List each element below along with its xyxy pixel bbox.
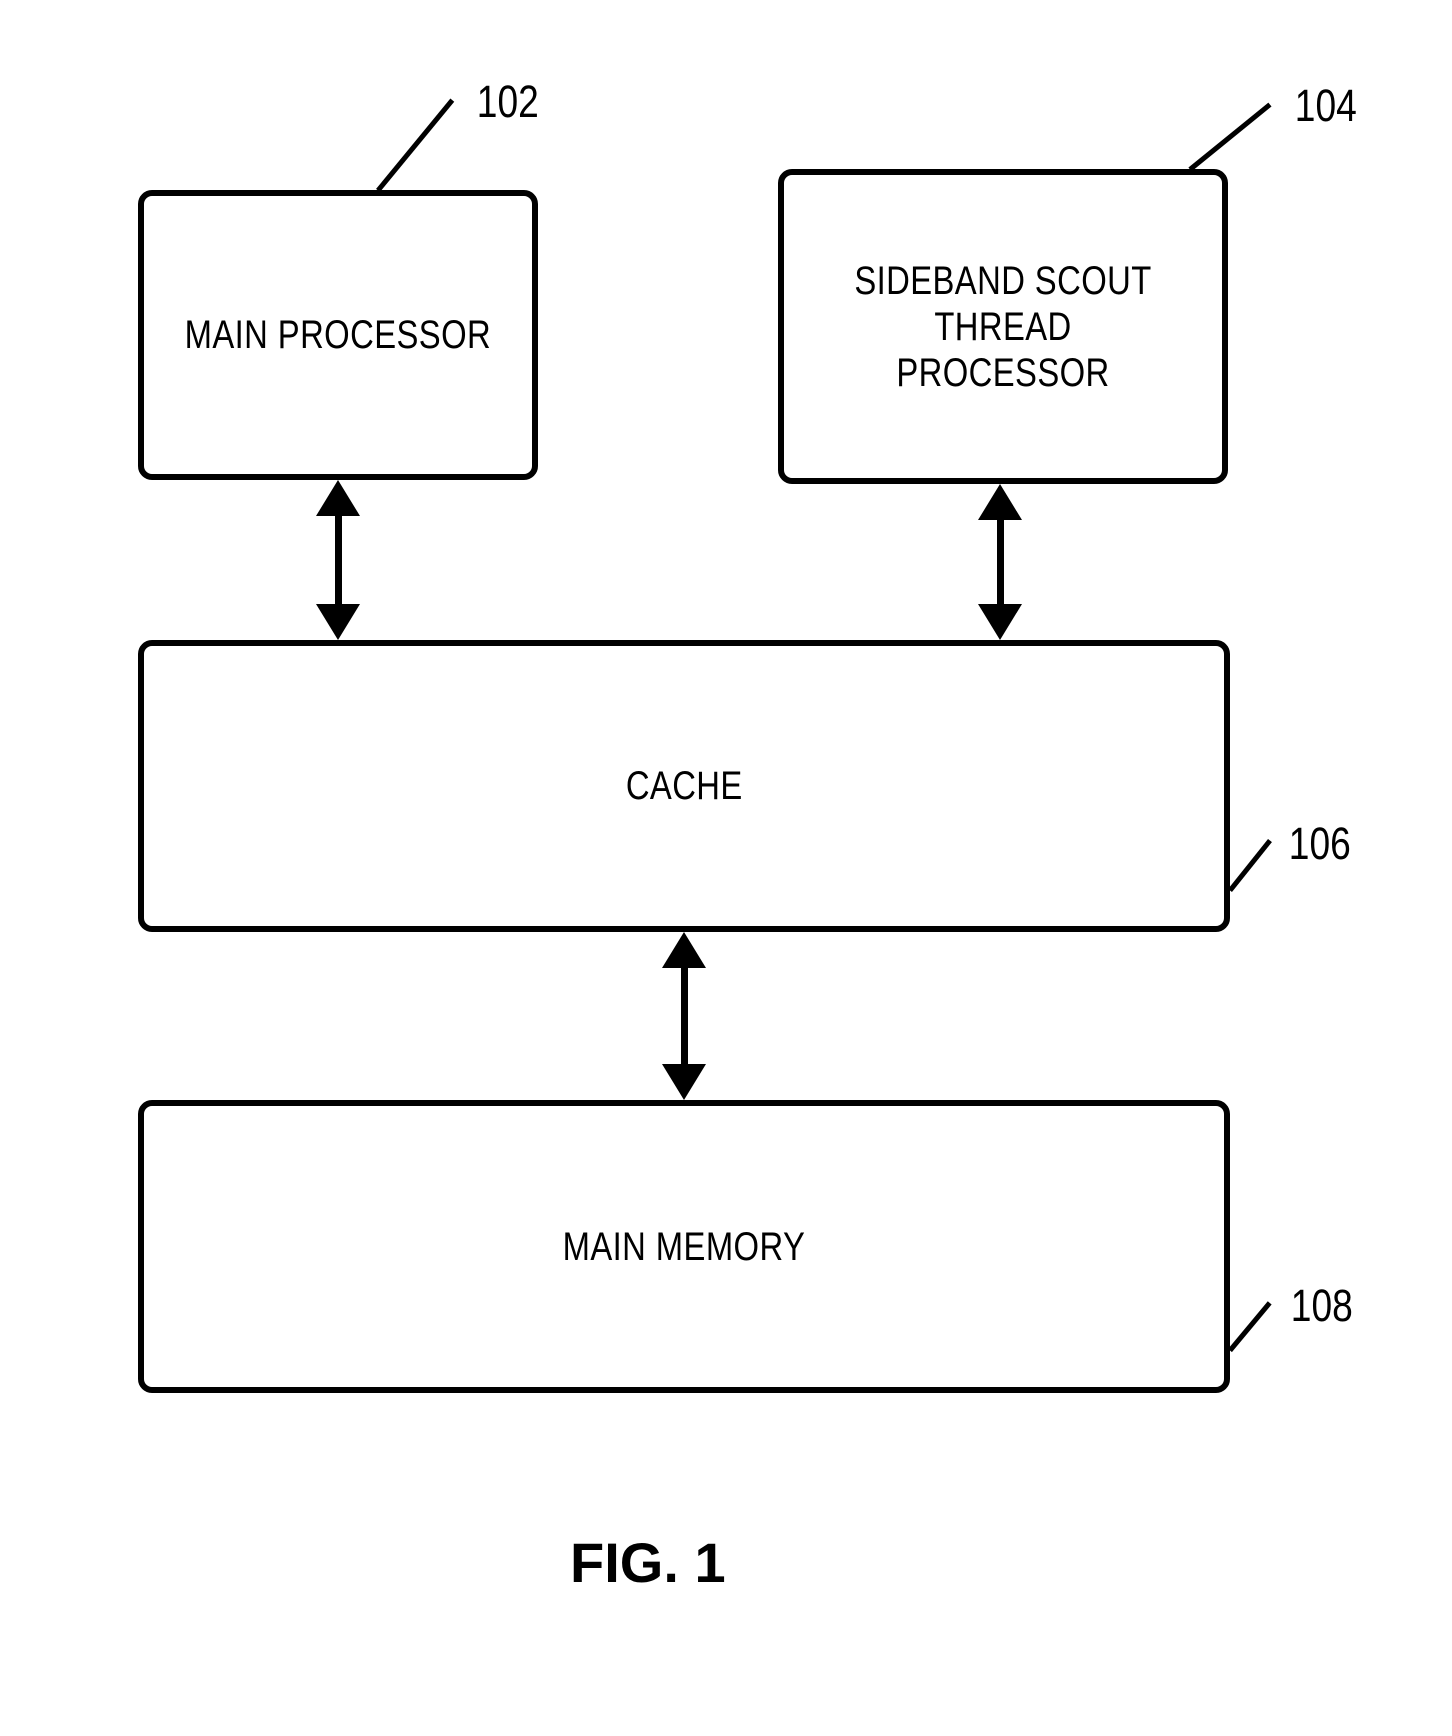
cache-label: CACHE bbox=[626, 763, 743, 809]
arrow-cache-memory bbox=[662, 932, 706, 1100]
arrow-sideband-cache bbox=[978, 484, 1022, 640]
sideband-processor-label: SIDEBAND SCOUT THREAD PROCESSOR bbox=[823, 258, 1182, 396]
arrow-processor-cache bbox=[316, 480, 360, 640]
sideband-processor-box: SIDEBAND SCOUT THREAD PROCESSOR bbox=[778, 169, 1228, 484]
arrow-head-down-icon bbox=[662, 1064, 706, 1100]
main-memory-label: MAIN MEMORY bbox=[563, 1224, 806, 1270]
arrow-head-up-icon bbox=[316, 480, 360, 516]
ref-label-104: 104 bbox=[1295, 80, 1357, 132]
leader-line-102 bbox=[376, 98, 454, 191]
arrow-head-down-icon bbox=[316, 604, 360, 640]
arrow-shaft bbox=[335, 516, 342, 604]
arrow-head-up-icon bbox=[978, 484, 1022, 520]
main-processor-label: MAIN PROCESSOR bbox=[185, 312, 491, 358]
arrow-shaft bbox=[681, 968, 688, 1064]
ref-label-106: 106 bbox=[1289, 818, 1351, 870]
diagram-stage: MAIN PROCESSOR SIDEBAND SCOUT THREAD PRO… bbox=[0, 0, 1452, 1736]
cache-box: CACHE bbox=[138, 640, 1230, 932]
leader-line-106 bbox=[1228, 838, 1272, 891]
leader-line-108 bbox=[1228, 1300, 1272, 1351]
arrow-shaft bbox=[997, 520, 1004, 604]
leader-line-104 bbox=[1188, 102, 1271, 171]
ref-label-108: 108 bbox=[1291, 1280, 1353, 1332]
figure-caption: FIG. 1 bbox=[570, 1530, 726, 1595]
arrow-head-down-icon bbox=[978, 604, 1022, 640]
arrow-head-up-icon bbox=[662, 932, 706, 968]
main-processor-box: MAIN PROCESSOR bbox=[138, 190, 538, 480]
ref-label-102: 102 bbox=[477, 76, 539, 128]
main-memory-box: MAIN MEMORY bbox=[138, 1100, 1230, 1393]
